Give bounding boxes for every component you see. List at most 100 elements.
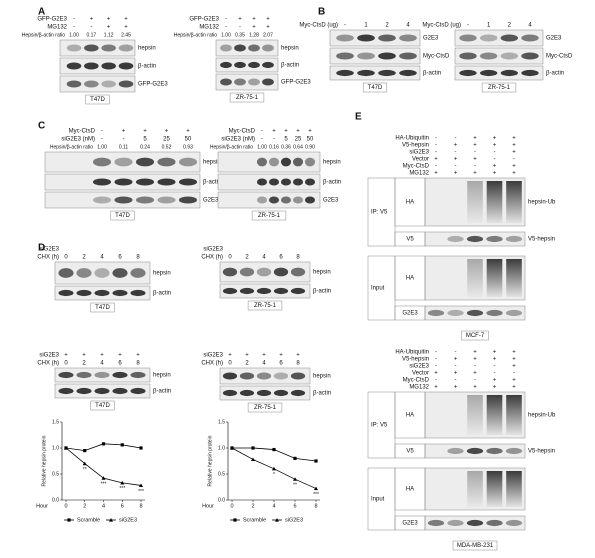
band [178, 178, 198, 186]
band [292, 157, 304, 167]
band [447, 235, 464, 243]
smear [486, 181, 503, 223]
ratio-value: 1.00 [221, 32, 231, 38]
band-label: V5-hepsin [528, 237, 555, 243]
band [58, 371, 74, 379]
condition-mark: 4 [100, 255, 104, 261]
condition-mark: 4 [100, 361, 104, 367]
band [273, 389, 289, 397]
x-tick-label: 2 [83, 503, 86, 509]
condition-mark: 4 [262, 255, 266, 261]
ratio-value: 1.00 [69, 32, 79, 38]
condition-mark: - [435, 364, 437, 370]
y-tick-label: 1.5 [218, 419, 225, 425]
smear [467, 259, 483, 297]
band-label: hepsin [153, 373, 171, 379]
band [248, 78, 260, 86]
band [500, 69, 519, 77]
ratio-value: 0.24 [140, 144, 150, 150]
band [256, 196, 268, 204]
band-label: β-actin [546, 71, 564, 77]
condition-mark: 2 [82, 361, 86, 367]
band [479, 34, 498, 42]
condition-mark: + [266, 25, 270, 31]
legend-label: Scramble [243, 517, 266, 523]
band [459, 34, 477, 42]
condition-mark: + [136, 353, 140, 359]
y-axis-label: Relative hepsin protein [207, 435, 213, 486]
data-point [251, 457, 255, 462]
condition-mark: + [473, 143, 477, 149]
band-label: V5-hepsin [528, 449, 555, 455]
cell-line: MCF-7 [466, 333, 485, 339]
condition-mark: + [454, 171, 458, 177]
band [466, 519, 484, 527]
band [268, 196, 280, 204]
x-tick-label: 4 [272, 503, 275, 509]
data-point [120, 480, 125, 485]
condition-mark: - [513, 157, 515, 163]
condition-name: siG2E3 [409, 150, 429, 156]
legend-marker [109, 518, 113, 522]
band-label: hepsin [138, 46, 156, 52]
blot-strip [215, 57, 279, 73]
blot-strip [219, 367, 311, 385]
condition-mark: 4 [528, 23, 532, 29]
band [118, 44, 134, 52]
condition-mark: + [266, 17, 270, 23]
condition-mark: + [473, 357, 477, 363]
condition-mark: - [455, 164, 457, 170]
cell-line: ZR-75-1 [236, 95, 259, 101]
band [427, 309, 445, 317]
data-point [314, 459, 318, 463]
band [76, 289, 92, 297]
band [459, 52, 477, 60]
band [130, 371, 146, 379]
band [130, 387, 146, 395]
cell-line: MDA-MB-231 [457, 543, 494, 549]
data-point [139, 483, 143, 488]
band [290, 287, 306, 295]
ratio-value: 2.45 [121, 32, 131, 38]
band [479, 69, 498, 77]
band [66, 62, 82, 70]
band [336, 34, 354, 42]
band [273, 372, 289, 380]
condition-mark: - [435, 150, 437, 156]
annotation: *** [313, 492, 319, 498]
band [94, 289, 110, 297]
condition-name: Myc-CtsD [403, 164, 430, 170]
condition-mark: + [90, 17, 94, 23]
group-label: Input [371, 497, 385, 503]
band [256, 287, 272, 295]
condition-mark: + [493, 357, 497, 363]
ratio-value: 0.64 [293, 144, 303, 150]
condition-mark: - [261, 137, 263, 143]
condition-mark: - [261, 129, 263, 135]
condition-mark: - [494, 364, 496, 370]
band [427, 519, 445, 527]
condition-mark: + [454, 357, 458, 363]
panel-label: E [355, 112, 362, 123]
condition-mark: + [228, 353, 232, 359]
band-label: G2E3 [546, 36, 562, 42]
blot-strip [329, 47, 421, 65]
cell-line-box [90, 400, 115, 411]
condition-mark: + [512, 171, 516, 177]
condition-name: Myc-CtsD [229, 129, 256, 135]
band [505, 309, 523, 317]
cell-line: T47D [90, 97, 105, 103]
band [112, 268, 128, 278]
band [466, 235, 484, 243]
annotation: *** [101, 481, 107, 487]
ratio-value: 2.07 [263, 32, 273, 38]
condition-mark: + [124, 17, 128, 23]
cell-line-box [461, 330, 489, 341]
ratio-value: 0.17 [86, 32, 96, 38]
condition-mark: 0 [228, 255, 232, 261]
condition-name: V5-hepsin [402, 357, 429, 363]
blot-strip [54, 367, 151, 383]
condition-mark: + [512, 364, 516, 370]
x-tick-label: 8 [139, 503, 142, 509]
condition-mark: 8 [136, 255, 140, 261]
